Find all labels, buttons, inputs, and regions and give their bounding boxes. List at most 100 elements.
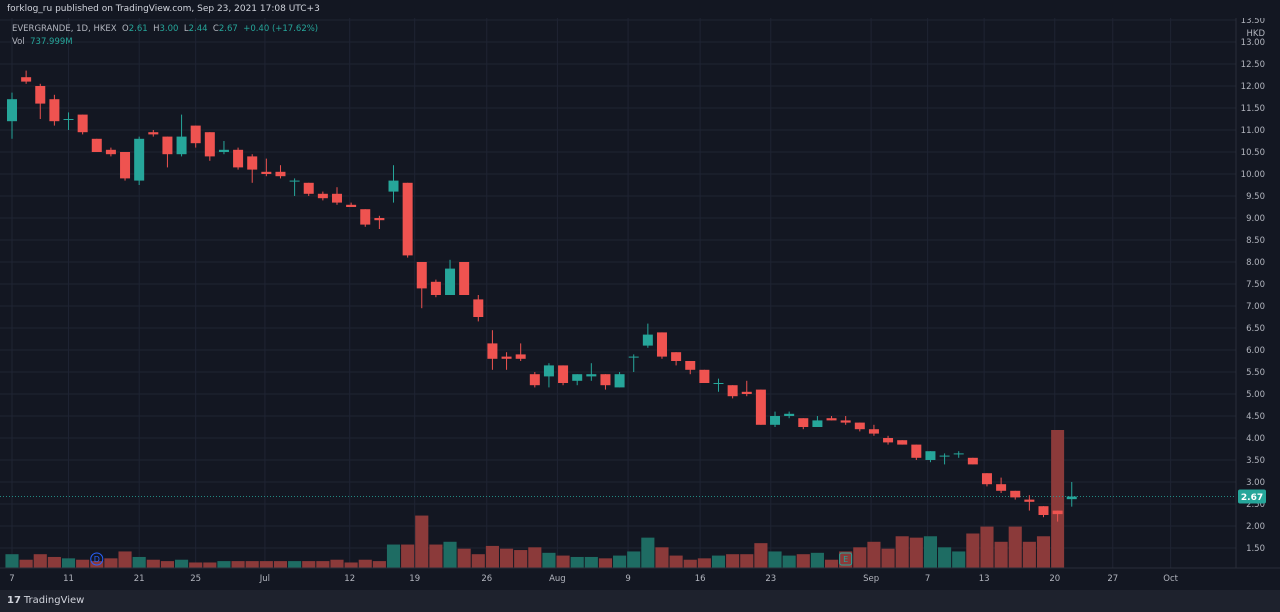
candle-body	[529, 374, 540, 386]
candle-body	[798, 418, 809, 427]
y-tick-label: 2.50	[1246, 500, 1265, 510]
y-tick-label: 9.50	[1246, 192, 1265, 202]
candle-body	[939, 455, 950, 457]
tradingview-footer: 17 TradingView	[0, 590, 1280, 612]
volume-bar	[810, 552, 824, 568]
chart-legend: EVERGRANDE, 1D, HKEX O2.61 H3.00 L2.44 C…	[12, 23, 318, 49]
x-tick-label: 16	[695, 574, 706, 584]
candle-body	[317, 193, 328, 199]
x-tick-label: 25	[190, 574, 201, 584]
legend-vol-label[interactable]: Vol	[12, 37, 25, 47]
volume-bar	[47, 556, 61, 568]
volume-bar	[895, 536, 909, 568]
x-tick-label: 12	[344, 574, 355, 584]
volume-bar	[372, 561, 386, 568]
tradingview-brand[interactable]: TradingView	[23, 595, 85, 606]
y-tick-label: 8.00	[1246, 258, 1265, 268]
candle-body	[911, 444, 922, 458]
legend-low-value: 2.44	[188, 24, 208, 34]
y-tick-label: 7.50	[1246, 280, 1265, 290]
candle-body	[275, 171, 286, 177]
y-tick-label: 9.00	[1246, 214, 1265, 224]
volume-bar	[302, 561, 316, 568]
volume-bar	[471, 554, 485, 568]
candle-body	[331, 193, 342, 203]
candle-body	[967, 457, 978, 465]
volume-bar	[443, 541, 457, 568]
volume-bar	[782, 555, 796, 568]
candle-body	[21, 77, 32, 82]
x-tick-label: 13	[979, 574, 990, 584]
y-tick-label: 5.00	[1246, 390, 1265, 400]
y-tick-label: 11.00	[1241, 126, 1265, 136]
volume-bar	[330, 559, 344, 568]
volume-bar	[570, 556, 584, 568]
dividend-marker-icon	[90, 552, 104, 566]
legend-close-label: C	[212, 24, 219, 34]
volume-bar	[697, 558, 711, 568]
candle-body	[289, 180, 300, 182]
candle-body	[402, 182, 413, 256]
candle-body	[699, 369, 710, 383]
volume-bar	[768, 551, 782, 568]
y-tick-label: 4.00	[1246, 434, 1265, 444]
x-tick-label: 20	[1049, 574, 1060, 584]
volume-bar	[514, 550, 528, 568]
volume-bar	[542, 552, 556, 568]
volume-bar	[146, 559, 160, 568]
last-price-badge	[1238, 489, 1266, 504]
y-tick-label: 12.00	[1241, 82, 1265, 92]
y-tick-label: 1.50	[1246, 544, 1265, 554]
x-tick-label: 26	[481, 574, 492, 584]
legend-close-value: 2.67	[218, 24, 238, 34]
candle-body	[1038, 506, 1049, 515]
volume-bar	[1022, 541, 1036, 568]
volume-bar	[61, 558, 76, 568]
volume-bar	[711, 555, 726, 568]
price-chart[interactable]: D E 1.50 2.00 2.50 3.00 3.50 4.00 4.50 5.00 5.50 6.…	[0, 18, 1280, 590]
candle-body	[1024, 499, 1035, 502]
volume-bar	[5, 554, 19, 568]
candle-body	[218, 149, 229, 152]
candle-body	[784, 413, 795, 416]
candle-body	[148, 132, 159, 135]
chart-background	[0, 18, 1280, 590]
volume-bar	[386, 544, 401, 568]
candle-body	[416, 262, 427, 289]
candle-body	[741, 391, 752, 394]
volume-bar	[160, 561, 174, 568]
y-tick-label: 4.50	[1246, 412, 1265, 422]
candle-body	[671, 352, 682, 361]
legend-open-value: 2.61	[128, 24, 148, 34]
x-tick-label: Sep	[863, 574, 879, 584]
legend-change: +0.40 (+17.62%)	[243, 24, 319, 34]
volume-bar	[203, 562, 217, 568]
volume-bar	[1008, 526, 1022, 568]
volume-bar	[754, 543, 768, 568]
tradingview-logo-icon[interactable]: 17	[7, 595, 21, 606]
candle-body	[162, 136, 173, 155]
volume-bar	[726, 554, 740, 568]
candle-body	[1066, 496, 1077, 500]
legend-high-value: 3.00	[159, 24, 179, 34]
volume-bar	[259, 561, 273, 568]
volume-bar	[909, 537, 923, 568]
candle-body	[388, 180, 399, 192]
x-tick-label: 19	[409, 574, 420, 584]
candle-body	[7, 99, 17, 122]
candle-body	[204, 132, 215, 157]
volume-bar	[19, 559, 33, 568]
candle-body	[487, 343, 498, 359]
x-tick-label: 21	[134, 574, 145, 584]
candle-body	[35, 86, 46, 104]
legend-vol-value: 737.999M	[30, 37, 73, 47]
candle-body	[812, 420, 823, 427]
candle-body	[925, 451, 936, 460]
volume-bar	[344, 562, 358, 568]
volume-bar	[316, 561, 330, 568]
volume-bar	[231, 561, 245, 568]
y-tick-label: 12.50	[1241, 60, 1265, 70]
volume-bar	[839, 551, 853, 568]
legend-symbol[interactable]: EVERGRANDE, 1D, HKEX	[12, 24, 117, 34]
publish-header: forklog_ru published on TradingView.com,…	[0, 0, 1280, 18]
